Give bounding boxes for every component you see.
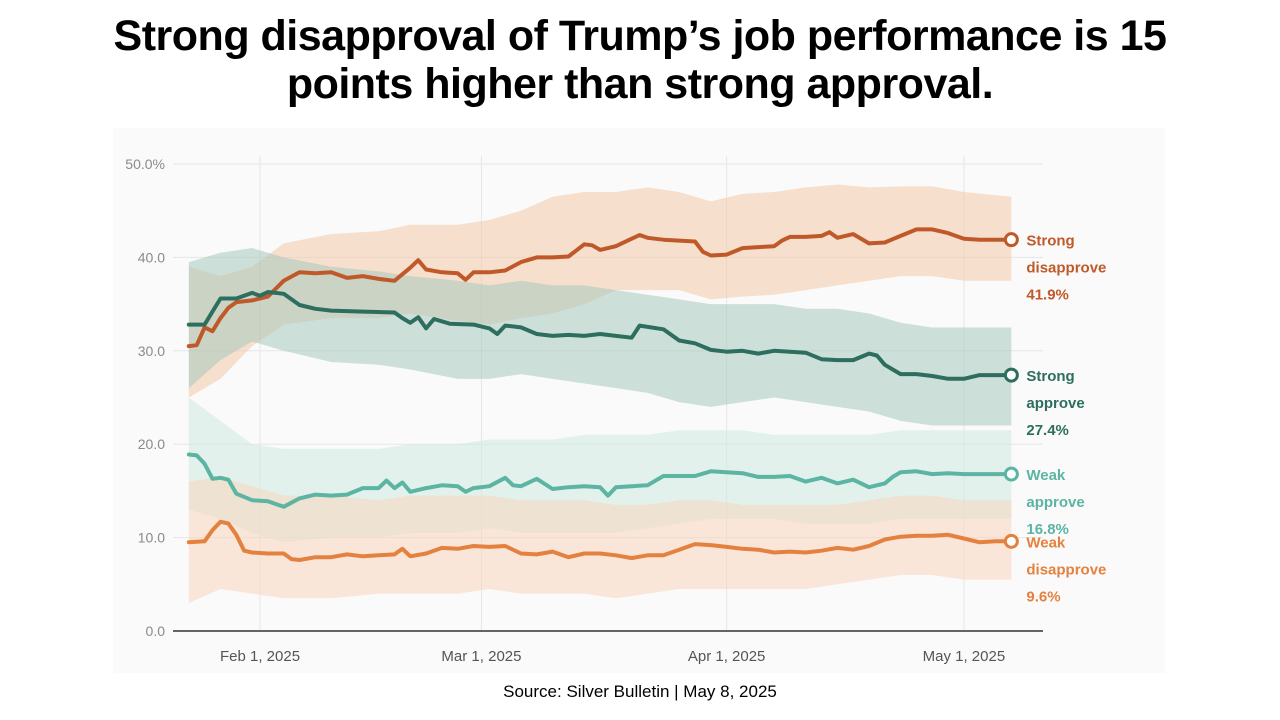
series-label-weak-disapprove: Weak <box>1026 534 1066 551</box>
series-label-weak-disapprove: disapprove <box>1026 561 1106 578</box>
series-label-strong-approve: Strong <box>1026 368 1074 385</box>
series-label-strong-approve: 27.4% <box>1026 422 1069 439</box>
endpoint-marker-strong-disapprove <box>1003 232 1019 248</box>
series-label-weak-disapprove: 9.6% <box>1026 588 1060 605</box>
series-label-weak-approve: approve <box>1026 494 1084 511</box>
x-tick-label: May 1, 2025 <box>923 648 1006 665</box>
series-line-strong-disapprove <box>186 227 1014 349</box>
title-line-2: points higher than strong approval. <box>286 60 994 108</box>
chart-title: Strong disapproval of Trump’s job perfor… <box>0 12 1280 108</box>
y-tick-label: 20.0 <box>138 436 165 452</box>
y-tick-label: 50.0% <box>125 156 165 172</box>
y-tick-label: 10.0 <box>138 530 165 546</box>
approval-line-chart: 0.0 10.0 20.0 30.0 40.0 50.0% Feb 1, 2025 Mar 1… <box>113 128 1165 673</box>
series-line-weak-disapprove <box>186 519 1014 562</box>
series-line-strong-approve <box>186 290 1014 381</box>
y-tick-label: 0.0 <box>146 623 166 639</box>
y-tick-label: 40.0 <box>138 249 165 265</box>
x-tick-label: Apr 1, 2025 <box>688 648 766 665</box>
x-tick-label: Feb 1, 2025 <box>220 648 300 665</box>
x-tick-label: Mar 1, 2025 <box>441 648 521 665</box>
source-caption: Source: Silver Bulletin | May 8, 2025 <box>503 682 777 701</box>
title-line-1: Strong disapproval of Trump’s job perfor… <box>113 12 1167 60</box>
series-label-strong-disapprove: Strong <box>1026 233 1074 250</box>
uncertainty-band-strong-approve <box>188 248 1012 426</box>
series-label-strong-disapprove: 41.9% <box>1026 287 1069 304</box>
endpoint-marker-strong-approve <box>1003 367 1019 383</box>
uncertainty-band-weak-disapprove <box>188 476 1012 603</box>
series-label-weak-approve: 16.8% <box>1026 521 1069 538</box>
series-label-strong-disapprove: disapprove <box>1026 260 1106 277</box>
y-tick-label: 30.0 <box>138 343 165 359</box>
endpoint-marker-weak-disapprove <box>1003 533 1019 549</box>
series-line-weak-approve <box>186 452 1014 509</box>
series-label-weak-approve: Weak <box>1026 467 1066 484</box>
series-label-strong-approve: approve <box>1026 395 1084 412</box>
endpoint-marker-weak-approve <box>1003 466 1019 482</box>
